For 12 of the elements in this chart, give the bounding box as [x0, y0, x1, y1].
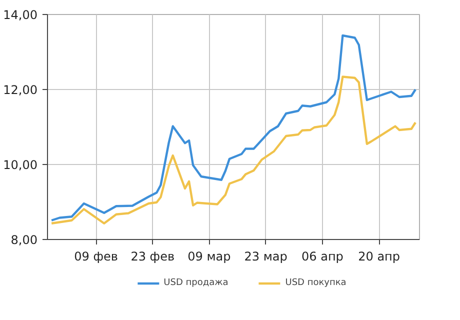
legend-label: USD покупка	[285, 278, 346, 288]
x-tick-label: 20 апр	[358, 250, 400, 264]
y-tick-label: 10,00	[3, 158, 38, 172]
x-tick-label: 23 мар	[244, 250, 288, 264]
y-tick-label: 14,00	[3, 8, 38, 22]
x-tick-label: 23 фев	[130, 250, 175, 264]
x-tick-label: 09 фев	[74, 250, 118, 264]
legend-label: USD продажа	[164, 278, 228, 288]
y-tick-label: 12,00	[3, 83, 38, 97]
x-tick-label: 09 мар	[188, 250, 231, 264]
y-tick-label: 8,00	[10, 233, 38, 247]
x-tick-label: 06 апр	[302, 250, 344, 264]
